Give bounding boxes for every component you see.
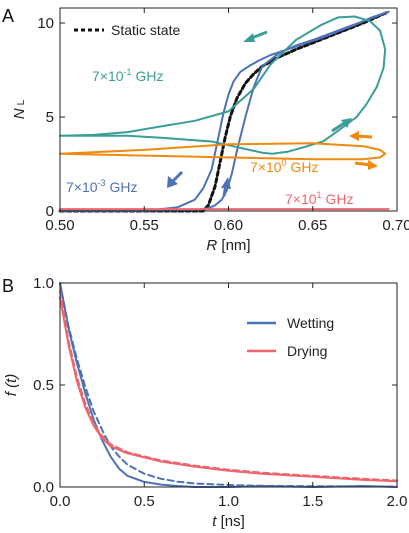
chart0-ytick-label: 10 [37,15,54,32]
chart0-ylabel: NL [11,99,28,119]
panel-b-letter: B [2,276,14,296]
chart1-ytick-label: 1.0 [33,275,54,292]
chart1-xtick-label: 1.5 [302,493,323,510]
arrow-blue-down [170,170,184,184]
panel-a-chart: 0.50 0.55 0.60 0.65 0.70 0 5 10 R [nm] NL [11,7,409,254]
chart1-ytick-label: 0.0 [33,479,54,496]
chart0-ytick-label: 5 [46,109,54,126]
legend-drying-label: Drying [287,343,327,359]
chart0-series-0 [58,10,391,213]
chart1-ytick-label: 0.5 [33,377,54,394]
chart0-xtick-label: 0.65 [298,217,327,234]
chart0-xtick-label: 0.70 [382,217,409,234]
chart1-series-0 [59,282,398,488]
chart0-series-3 [59,15,387,155]
chart1-xtick-label: 0.5 [134,493,155,510]
arrow-blue-down-head [167,176,178,188]
arrow-teal-right-head [341,118,352,128]
chart1-xtick-label: 1.0 [218,493,239,510]
chart1-series-1 [59,282,398,488]
panel-a-legend: Static state [74,22,180,38]
panel-a-annotations: 7×10-1 GHz 7×100 GHz 7×10-3 GHz 7×101 GH… [66,67,353,207]
panel-b-legend: Wetting Drying [247,315,334,359]
chart0-ytick-label: 0 [46,203,54,220]
arrow-blue-up-head [221,177,231,189]
chart0-xtick-label: 0.55 [130,217,159,234]
chart1-ylabel: f (t) [3,374,20,397]
annotation-blue: 7×10-3 GHz [66,178,137,195]
arrow-orange-upper-head [349,131,359,141]
chart1-xlabel: t [ns] [212,513,245,530]
arrow-orange-lower-head [368,160,378,170]
annotation-teal: 7×10-1 GHz [92,67,163,84]
panel-a-letter: A [2,6,14,26]
legend-static-label: Static state [111,22,180,38]
panel-a-arrows [167,30,378,197]
chart1-xtick-label: 2.0 [387,493,408,510]
arrow-teal-top-head [243,33,255,42]
annotation-red: 7×101 GHz [285,190,353,207]
annotation-orange: 7×100 GHz [250,158,318,175]
chart1-series-3 [59,290,398,482]
legend-wetting-label: Wetting [287,315,334,331]
chart0-xtick-label: 0.60 [214,217,243,234]
panel-b-chart: 0.0 0.5 1.0 1.5 2.0 0.0 0.5 1.0 t [ns] f (t) [3,275,407,530]
chart0-xtick-label: 0.50 [45,217,74,234]
chart1-series-2 [59,296,398,483]
chart1-xtick-label: 0.0 [50,493,71,510]
chart0-series-4 [59,142,387,161]
chart0-xlabel: R [nm] [206,237,250,254]
